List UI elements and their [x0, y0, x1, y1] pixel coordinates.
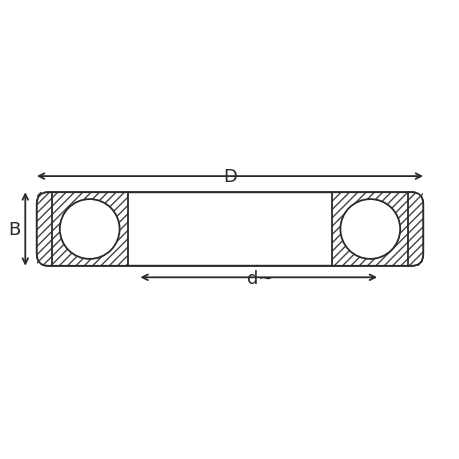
FancyBboxPatch shape: [37, 193, 422, 266]
Text: d~: d~: [246, 269, 273, 287]
Circle shape: [60, 200, 119, 259]
Text: D: D: [223, 168, 236, 185]
Bar: [331, 193, 422, 266]
Circle shape: [340, 200, 399, 259]
Bar: [37, 193, 128, 266]
Text: B: B: [9, 220, 21, 239]
